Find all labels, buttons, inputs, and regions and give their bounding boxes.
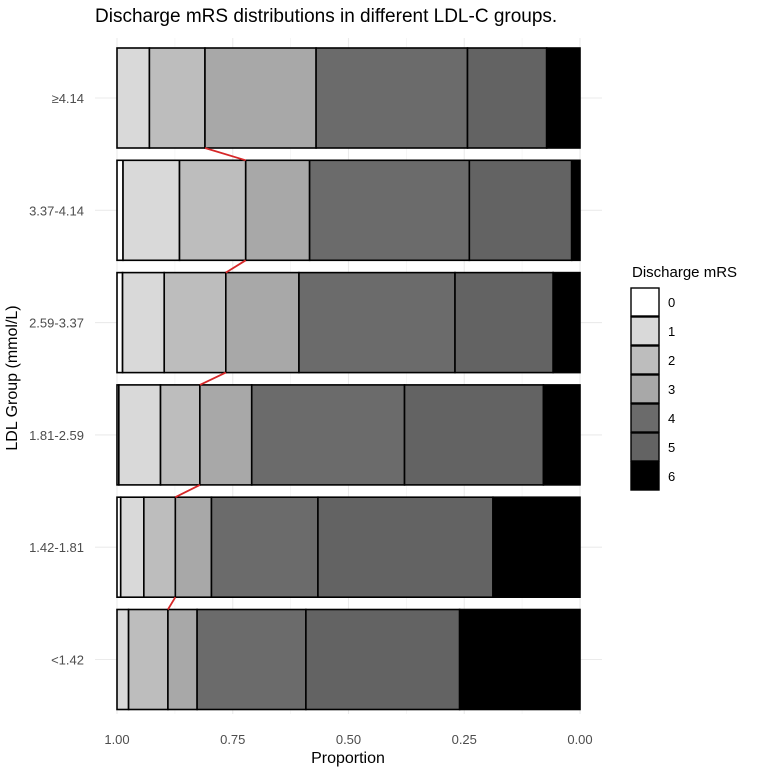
legend-item-mrs-2: 2 [630, 345, 675, 375]
x-axis-title: Proportion [311, 750, 385, 767]
legend-swatch [630, 461, 660, 491]
bar-segment-mrs-5 [454, 271, 554, 374]
bar-segment-mrs-5 [305, 608, 461, 711]
bar-segment-mrs-6 [542, 384, 581, 486]
bar-segment-mrs-5 [466, 47, 548, 149]
bar-ge4-14 [116, 47, 581, 149]
bar-segment-mrs-2 [148, 47, 206, 149]
bar-segment-mrs-1 [116, 47, 151, 149]
y-tick-label: ≥4.14 [52, 91, 84, 106]
bar-segment-mrs-6 [492, 496, 581, 599]
x-tick-label: 1.00 [104, 732, 129, 747]
axis-ticks: ≥4.14 3.37-4.14 2.59-3.37 1.81-2.59 1.42-1.8… [29, 91, 593, 747]
bar-segment-mrs-2 [178, 159, 247, 262]
bar-3-37-4-14 [116, 159, 581, 262]
legend-item-mrs-3: 3 [630, 374, 675, 404]
legend-label: 1 [668, 324, 675, 339]
bar-segment-mrs-3 [174, 496, 213, 599]
bar-segment-mrs-2 [163, 271, 227, 374]
legend-label: 2 [668, 353, 675, 368]
legend-swatch [630, 316, 660, 346]
bar-segment-mrs-5 [403, 384, 545, 486]
bar-segment-mrs-4 [210, 496, 319, 599]
stacked-bars [116, 47, 581, 711]
bar-segment-mrs-4 [315, 47, 469, 149]
y-tick-label: <1.42 [51, 653, 84, 668]
y-tick-label: 2.59-3.37 [29, 316, 84, 331]
bar-segment-mrs-5 [317, 496, 494, 599]
bar-segment-mrs-6 [545, 47, 581, 149]
y-tick-label: 1.42-1.81 [29, 540, 84, 555]
connector-line [225, 259, 247, 274]
legend: Discharge mRS 0 1 2 3 4 5 6 [630, 264, 737, 491]
bar-segment-mrs-4 [298, 271, 456, 374]
legend-swatch [630, 374, 660, 404]
bar-1-42-1-81 [116, 496, 581, 599]
connector-line [167, 596, 177, 610]
x-tick-label: 0.00 [567, 732, 592, 747]
x-tick-label: 0.25 [452, 732, 477, 747]
bar-segment-mrs-2 [159, 384, 201, 486]
bar-segment-mrs-4 [308, 159, 471, 262]
bar-segment-mrs-3 [199, 384, 253, 486]
bar-segment-mrs-1 [121, 271, 166, 374]
x-tick-label: 0.75 [220, 732, 245, 747]
legend-label: 4 [668, 411, 675, 426]
bar-segment-mrs-2 [127, 608, 169, 711]
legend-swatch [630, 403, 660, 433]
legend-label: 5 [668, 440, 675, 455]
legend-item-mrs-5: 5 [630, 432, 675, 462]
bar-segment-mrs-1 [119, 496, 145, 599]
bar-segment-mrs-4 [250, 384, 406, 486]
bar-segment-mrs-6 [570, 159, 581, 262]
chart-title: Discharge mRS distributions in different… [95, 6, 557, 27]
y-axis-title: LDL Group (mmol/L) [4, 305, 21, 450]
legend-swatch [630, 432, 660, 462]
bar-segment-mrs-0 [116, 271, 124, 374]
bar-lt1-42 [116, 608, 581, 711]
legend-item-mrs-4: 4 [630, 403, 675, 433]
legend-label: 6 [668, 469, 675, 484]
connector-line [199, 371, 227, 386]
bar-segment-mrs-1 [118, 384, 162, 486]
bar-segment-mrs-3 [204, 47, 317, 149]
bar-segment-mrs-4 [196, 608, 307, 711]
legend-item-mrs-0: 0 [630, 287, 675, 317]
legend-label: 0 [668, 295, 675, 310]
legend-label: 3 [668, 382, 675, 397]
bar-segment-mrs-3 [225, 271, 300, 374]
bar-segment-mrs-3 [167, 608, 198, 711]
connector-line [204, 147, 246, 162]
bar-1-81-2-59 [116, 384, 581, 486]
bar-segment-mrs-1 [122, 159, 181, 262]
legend-item-mrs-1: 1 [630, 316, 675, 346]
bar-segment-mrs-0 [116, 159, 124, 262]
legend-title: Discharge mRS [632, 264, 737, 281]
legend-item-mrs-6: 6 [630, 461, 675, 491]
y-tick-label: 1.81-2.59 [29, 428, 84, 443]
bar-segment-mrs-6 [458, 608, 581, 711]
bar-segment-mrs-2 [143, 496, 177, 599]
legend-swatch [630, 345, 660, 375]
bar-2-59-3-37 [116, 271, 581, 374]
bar-segment-mrs-3 [244, 159, 311, 262]
connector-lines [167, 147, 247, 610]
bar-segment-mrs-5 [468, 159, 573, 262]
bar-segment-mrs-6 [552, 271, 581, 374]
y-tick-label: 3.37-4.14 [29, 203, 84, 218]
bar-segment-mrs-1 [116, 608, 130, 711]
legend-swatch [630, 287, 660, 317]
connector-line [174, 484, 201, 499]
x-tick-label: 0.50 [336, 732, 361, 747]
